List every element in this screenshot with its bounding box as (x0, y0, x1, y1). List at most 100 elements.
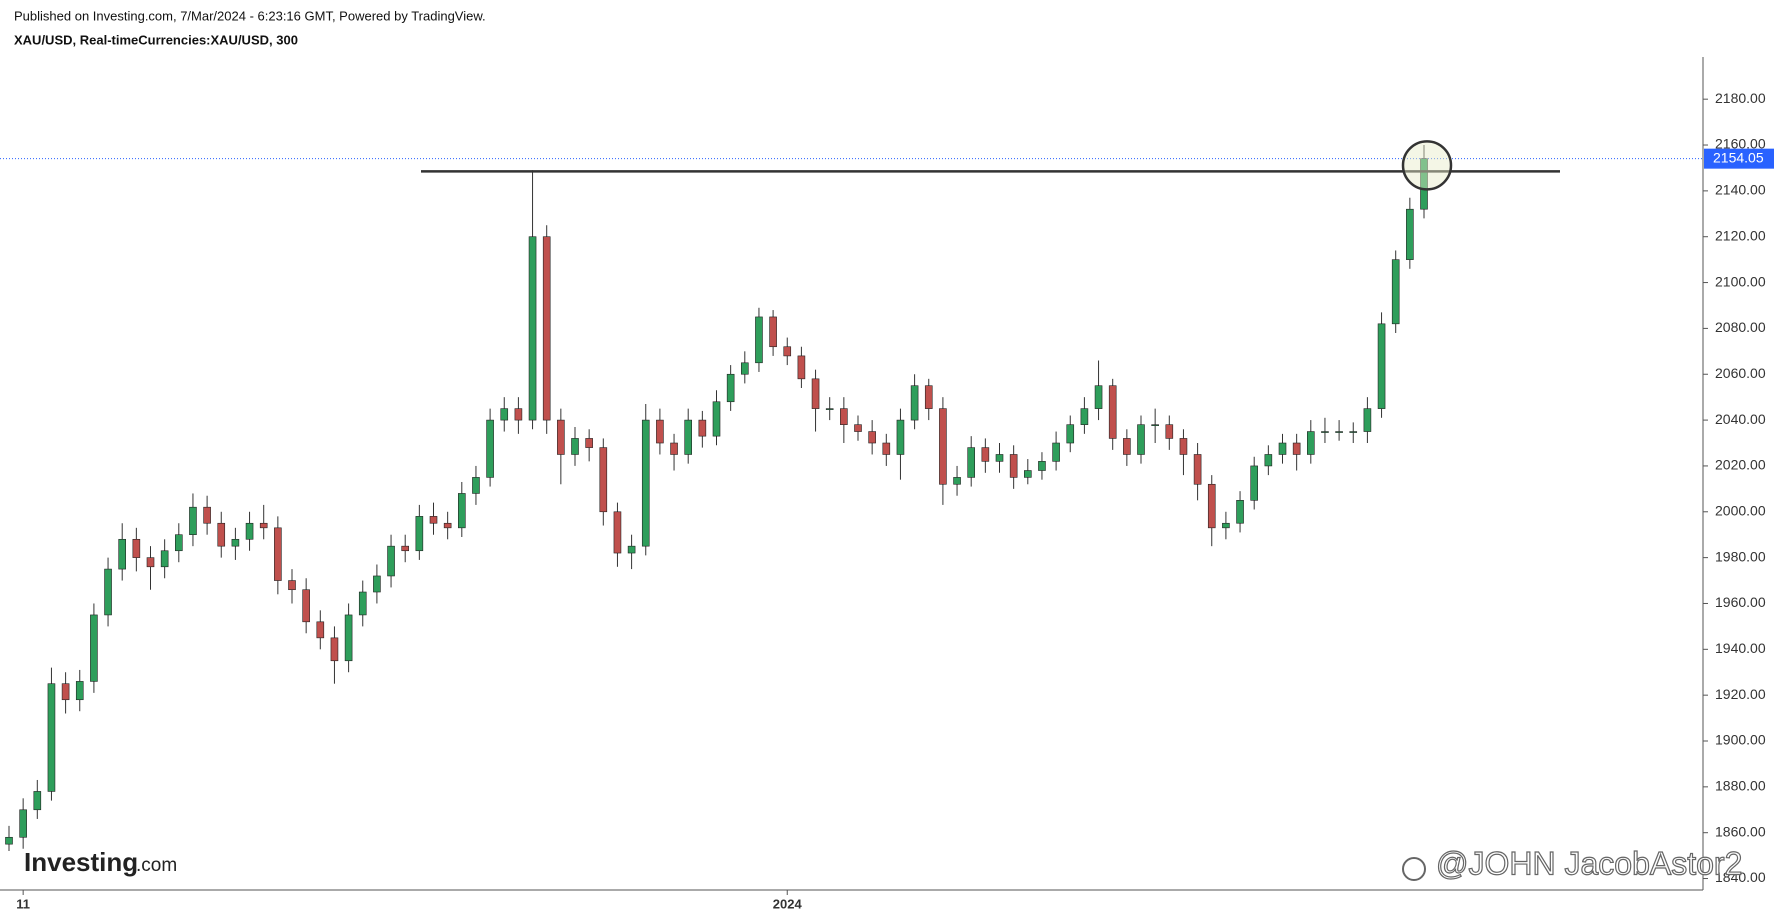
candle-body (840, 408, 848, 425)
candle-body (1292, 442, 1301, 455)
candle-body (373, 575, 381, 593)
candle-body (1038, 461, 1046, 471)
candle-body (358, 591, 367, 616)
candle-body (854, 424, 862, 432)
candle-body (344, 614, 353, 662)
y-tick-label: 1960.00 (1715, 594, 1766, 610)
candle-body (302, 589, 310, 623)
candle-body (486, 419, 494, 478)
symbol-title: XAU/USD, Real-timeCurrencies:XAU/USD, 30… (14, 32, 298, 47)
watermark-icon (1402, 857, 1426, 881)
candle-body (1009, 454, 1018, 478)
watermark-text: @JOHN JacobAstor2 (1436, 845, 1742, 881)
candle-body (1307, 431, 1315, 455)
candle-body (641, 419, 650, 547)
candle-body (5, 836, 13, 845)
candle-body (1377, 323, 1386, 409)
candle-body (118, 538, 126, 570)
candle-body (542, 236, 551, 421)
candle-body (783, 346, 792, 357)
plot-area: 1840.00 1860.00 1880.00 1900.00 1920.00 1940.… (0, 90, 1774, 911)
candle-body (1108, 385, 1117, 439)
candle-body (882, 442, 891, 455)
y-tick-label: 2120.00 (1715, 227, 1766, 243)
candle-body (146, 557, 155, 568)
candle-body (1335, 431, 1343, 433)
candle-body (1179, 438, 1188, 455)
candle-body (981, 447, 990, 462)
candle-body (585, 438, 593, 448)
candle-body (274, 527, 282, 581)
candle-body (500, 408, 509, 421)
candle-body (712, 401, 721, 437)
candle-body (1420, 158, 1428, 210)
y-tick-label: 1860.00 (1715, 823, 1766, 839)
candle-body (670, 442, 678, 455)
candle-body (1151, 424, 1159, 426)
x-tick-label: 11 (16, 896, 30, 911)
last-price-label: 2154.05 (1713, 149, 1764, 165)
candle-body (613, 511, 622, 554)
candle-body (995, 454, 1004, 462)
y-tick-label: 1900.00 (1715, 732, 1766, 748)
candle-body (19, 809, 27, 838)
candle-body (1052, 442, 1060, 462)
y-tick-label: 2160.00 (1715, 136, 1766, 152)
highlight-circle (1401, 140, 1453, 191)
candle-body (1123, 438, 1131, 455)
candle-body (825, 408, 834, 410)
candle-body (1137, 424, 1145, 455)
candle-body (1222, 522, 1230, 529)
y-tick-label: 2020.00 (1715, 457, 1766, 473)
candle-body (259, 522, 268, 529)
candle-body (797, 355, 806, 380)
candle-body (656, 419, 664, 444)
candle-body (726, 373, 735, 403)
logo-suffix: .com (136, 855, 177, 876)
candle-body (740, 362, 749, 375)
y-tick-label: 1880.00 (1715, 778, 1766, 794)
y-tick-label: 2100.00 (1715, 273, 1766, 289)
candle-body (189, 506, 197, 536)
candle-body (387, 545, 395, 577)
candle-body (175, 534, 183, 552)
candle-body (698, 419, 707, 437)
candle-body (443, 522, 452, 529)
candle-body (75, 681, 84, 701)
watermark-group: @JOHN JacobAstor2 (1402, 845, 1743, 882)
candle-body (1080, 408, 1089, 425)
x-tick-label: 2024 (773, 896, 803, 911)
candle-body (47, 683, 56, 792)
candle-body (90, 614, 98, 682)
candle-body (457, 493, 466, 529)
last-price-box (1704, 148, 1774, 169)
candle-body (684, 419, 693, 455)
candle-body (132, 538, 141, 558)
candle-body (1066, 424, 1075, 444)
investing-logo: Investing .com (24, 847, 177, 877)
candle-body (1236, 500, 1244, 524)
candle-body (557, 419, 565, 455)
candle-body (769, 316, 777, 348)
candle-body (755, 316, 763, 364)
candle-body (316, 621, 325, 639)
candle-body (1349, 431, 1358, 433)
candle-body (217, 522, 226, 547)
candle-body (967, 447, 976, 478)
candle-body (104, 568, 112, 616)
candle-body (429, 516, 438, 524)
y-tick-label: 1980.00 (1715, 548, 1766, 564)
candle-body (330, 637, 339, 662)
y-tick-label: 2180.00 (1715, 90, 1766, 106)
y-tick-label: 2000.00 (1715, 502, 1766, 518)
candle-body (896, 419, 905, 455)
candle-body (245, 522, 254, 540)
y-tick-label: 2060.00 (1715, 365, 1766, 381)
y-tick-label: 1940.00 (1715, 640, 1766, 656)
candle-body (939, 408, 947, 485)
candle-body (1406, 208, 1414, 260)
y-tick-label: 1840.00 (1715, 869, 1766, 885)
candle-body (514, 408, 523, 421)
candle-body (1391, 259, 1400, 325)
